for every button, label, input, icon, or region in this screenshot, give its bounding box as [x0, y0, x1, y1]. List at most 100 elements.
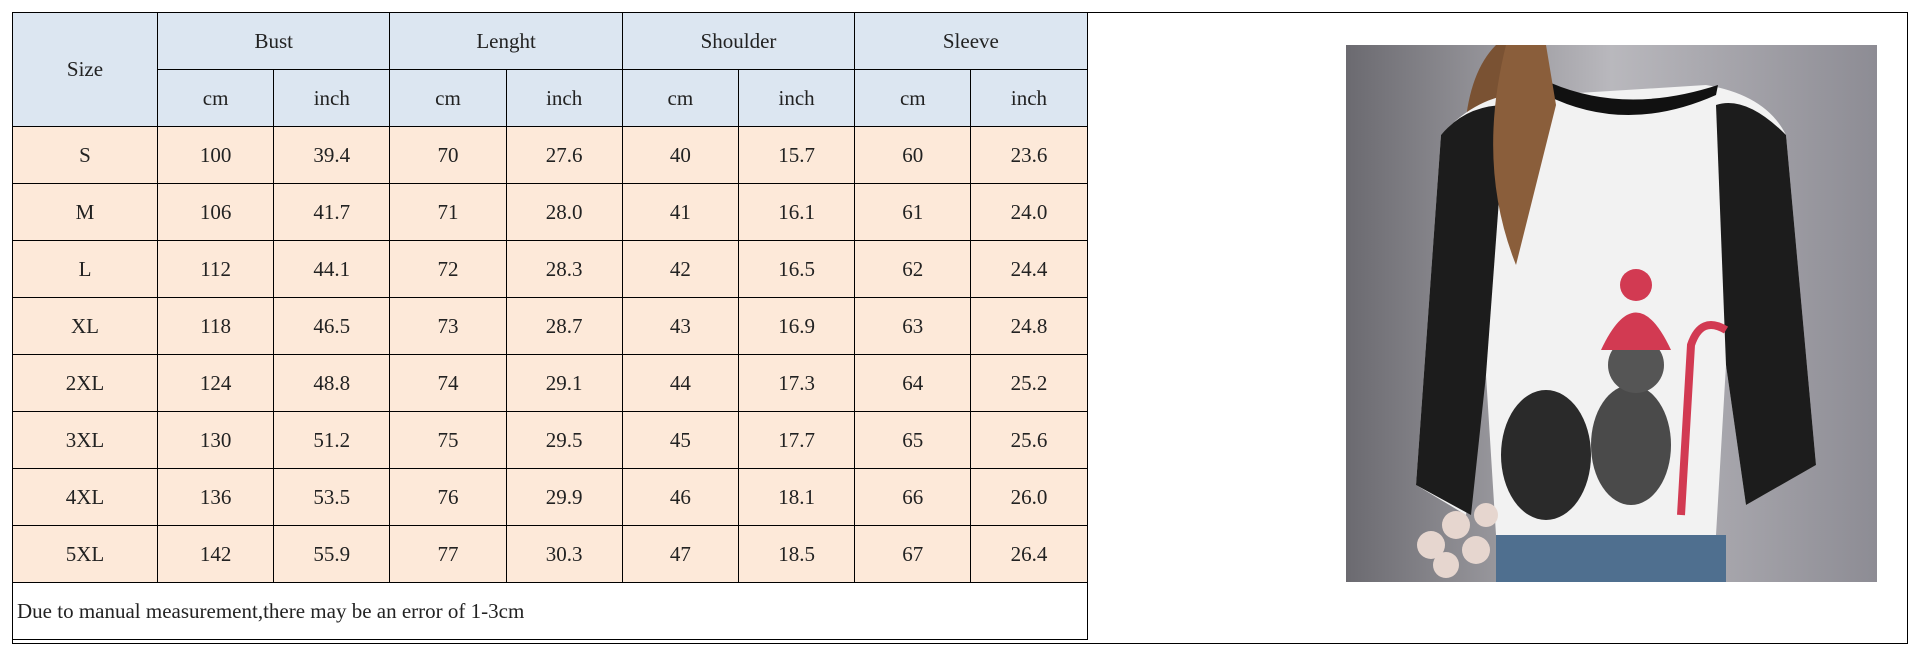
table-cell: 66 — [854, 468, 972, 526]
table-cell: 76 — [389, 468, 507, 526]
table-cell: 63 — [854, 297, 972, 355]
table-cell: 43 — [621, 297, 739, 355]
table-cell: 67 — [854, 525, 972, 583]
table-cell: 16.9 — [737, 297, 856, 355]
table-cell: 42 — [621, 240, 739, 298]
table-row: Size Bust Lenght Shoulder Sleeve — [12, 12, 1320, 127]
table-cell: 23.6 — [970, 126, 1088, 184]
table-cell: Bust — [156, 12, 391, 70]
table-cell: 65 — [854, 411, 972, 469]
table-cell: L — [12, 240, 158, 298]
table-cell: Shoulder — [621, 12, 856, 70]
table-cell: 26.4 — [970, 525, 1088, 583]
table-cell: 71 — [389, 183, 507, 241]
table-cell: 75 — [389, 411, 507, 469]
table-cell: Sleeve — [854, 12, 1088, 70]
table-cell: 77 — [389, 525, 507, 583]
table-cell: 2XL — [12, 354, 158, 412]
table-cell: 28.3 — [505, 240, 623, 298]
table-cell: 18.5 — [737, 525, 856, 583]
table-cell: 55.9 — [273, 525, 391, 583]
table-cell: 61 — [854, 183, 972, 241]
table-cell: Lenght — [389, 12, 623, 70]
table-row: XL 118 46.5 73 28.7 43 16.9 63 24.8 — [12, 297, 1320, 355]
table-cell: 15.7 — [737, 126, 856, 184]
table-cell: 44.1 — [273, 240, 391, 298]
table-row: cm inch cm inch cm inch cm inch — [13, 69, 1320, 127]
table-cell: Size — [12, 12, 158, 127]
table-cell: 27.6 — [505, 126, 623, 184]
table-cell: cm — [156, 69, 275, 127]
table-cell: 29.5 — [505, 411, 623, 469]
table-cell: 106 — [156, 183, 275, 241]
table-cell: 30.3 — [505, 525, 623, 583]
table-cell: 60 — [854, 126, 972, 184]
table-cell: 16.5 — [737, 240, 856, 298]
table-cell: 25.2 — [970, 354, 1088, 412]
table-row: S 100 39.4 70 27.6 40 15.7 60 23.6 — [12, 126, 1320, 184]
table-row: 3XL 130 51.2 75 29.5 45 17.7 65 25.6 — [12, 411, 1320, 469]
table-cell: 39.4 — [273, 126, 391, 184]
table-cell: 5XL — [12, 525, 158, 583]
table-cell: XL — [12, 297, 158, 355]
table-cell: 28.0 — [505, 183, 623, 241]
table-cell: 73 — [389, 297, 507, 355]
table-cell: S — [12, 126, 158, 184]
table-cell: 48.8 — [273, 354, 391, 412]
table-cell: 16.1 — [737, 183, 856, 241]
table-cell: cm — [389, 69, 507, 127]
table-cell: 17.3 — [737, 354, 856, 412]
table-cell: cm — [621, 69, 739, 127]
table-cell: 29.1 — [505, 354, 623, 412]
table-cell: 45 — [621, 411, 739, 469]
table-cell: Due to manual measurement,there may be a… — [12, 582, 1088, 640]
table-cell: 29.9 — [505, 468, 623, 526]
table-cell: 26.0 — [970, 468, 1088, 526]
table-cell: inch — [737, 69, 856, 127]
table-cell: 100 — [156, 126, 275, 184]
table-cell: 24.0 — [970, 183, 1088, 241]
table-row: 2XL 124 48.8 74 29.1 44 17.3 64 25.2 — [12, 354, 1320, 412]
table-cell: 64 — [854, 354, 972, 412]
table-cell: 112 — [156, 240, 275, 298]
table-cell: 62 — [854, 240, 972, 298]
table-cell: 51.2 — [273, 411, 391, 469]
table-cell: inch — [273, 69, 391, 127]
table-cell: 72 — [389, 240, 507, 298]
table-cell: 47 — [621, 525, 739, 583]
table-cell: 46 — [621, 468, 739, 526]
table-cell: 3XL — [12, 411, 158, 469]
table-cell: 41 — [621, 183, 739, 241]
table-cell: 46.5 — [273, 297, 391, 355]
table-cell: 28.7 — [505, 297, 623, 355]
table-cell: 124 — [156, 354, 275, 412]
table-row: M 106 41.7 71 28.0 41 16.1 61 24.0 — [12, 183, 1320, 241]
table-cell: cm — [854, 69, 972, 127]
table-cell: 25.6 — [970, 411, 1088, 469]
table-cell: 24.8 — [970, 297, 1088, 355]
table-row: L 112 44.1 72 28.3 42 16.5 62 24.4 — [12, 240, 1320, 298]
table-cell: 4XL — [12, 468, 158, 526]
table-cell: 70 — [389, 126, 507, 184]
size-table: Size Bust Lenght Shoulder Sleeve cm inch cm inch… — [12, 12, 1320, 640]
table-cell: 136 — [156, 468, 275, 526]
table-cell: 18.1 — [737, 468, 856, 526]
table-cell: 40 — [621, 126, 739, 184]
table-cell: 118 — [156, 297, 275, 355]
table-row: 5XL 142 55.9 77 30.3 47 18.5 67 26.4 — [12, 525, 1320, 583]
table-cell: 41.7 — [273, 183, 391, 241]
table-cell: 142 — [156, 525, 275, 583]
table-cell: 44 — [621, 354, 739, 412]
table-cell: inch — [505, 69, 623, 127]
table-row: 4XL 136 53.5 76 29.9 46 18.1 66 26.0 — [12, 468, 1320, 526]
table-cell: M — [12, 183, 158, 241]
table-row: Due to manual measurement,there may be a… — [12, 582, 1320, 640]
table-cell: 24.4 — [970, 240, 1088, 298]
table-cell: 17.7 — [737, 411, 856, 469]
table-cell: inch — [970, 69, 1088, 127]
table-cell: 74 — [389, 354, 507, 412]
product-photo — [1346, 45, 1877, 582]
table-cell: 130 — [156, 411, 275, 469]
table-cell: 53.5 — [273, 468, 391, 526]
